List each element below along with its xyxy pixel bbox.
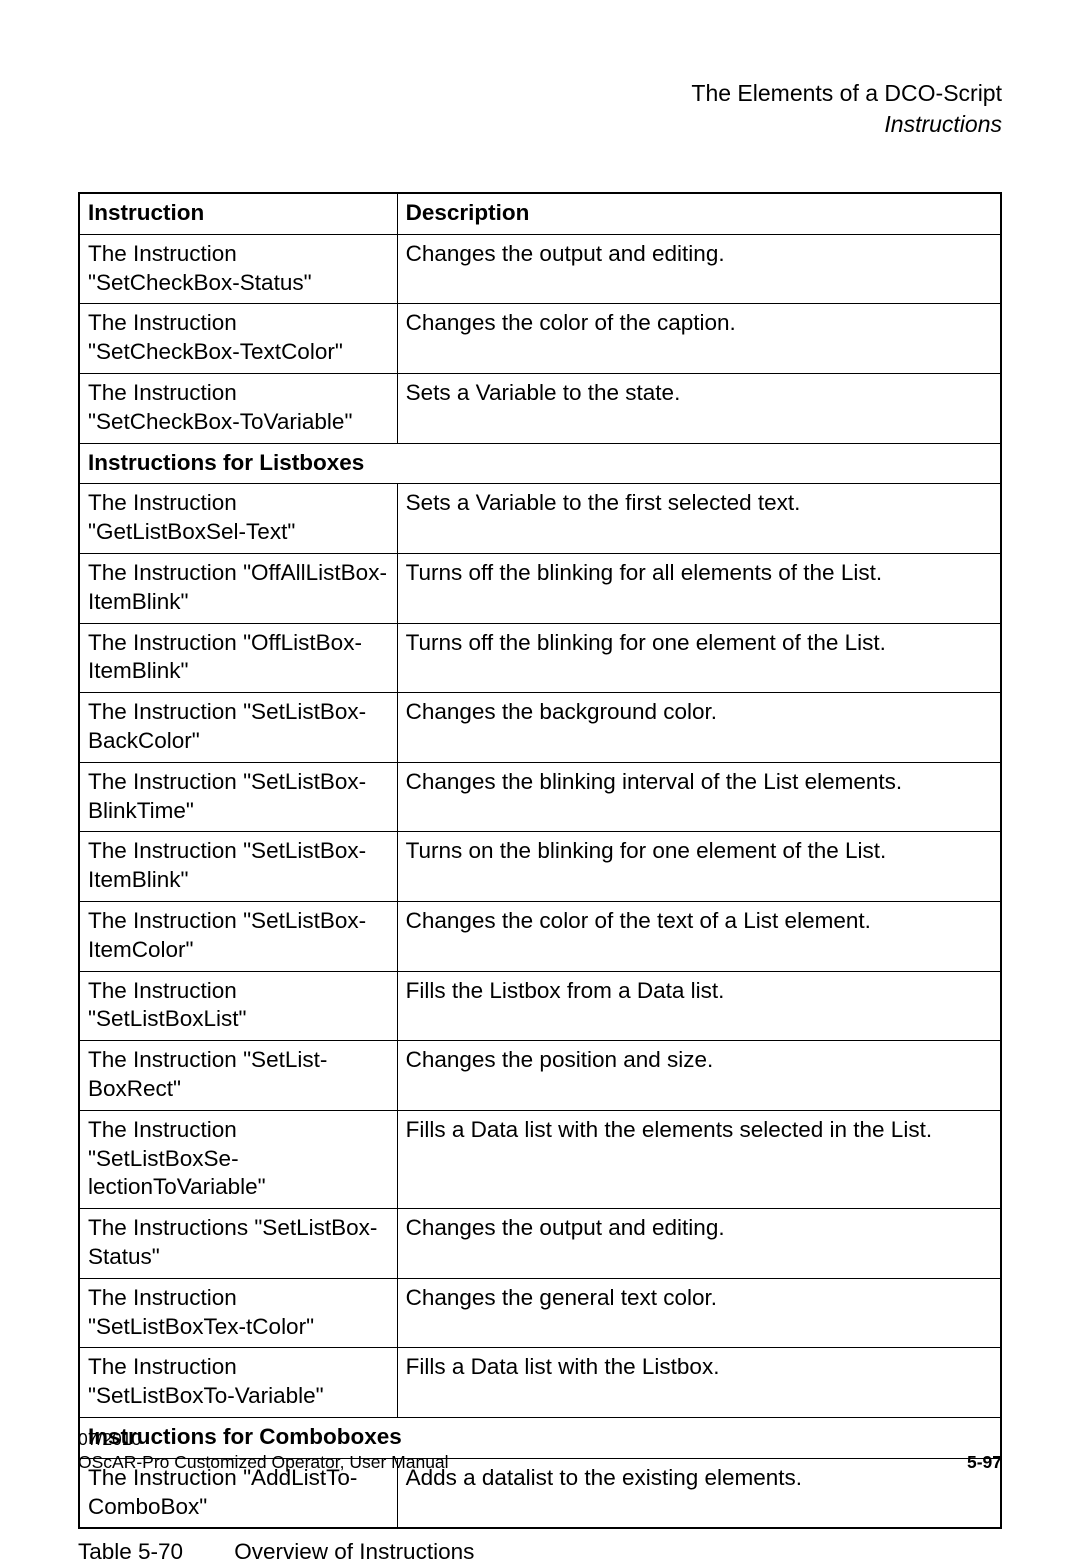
cell-description: Changes the general text color. — [397, 1278, 1001, 1348]
cell-instruction: The Instruction "SetListBoxList" — [79, 971, 397, 1041]
table-row: The Instruction "SetListBox-BackColor"Ch… — [79, 693, 1001, 763]
cell-description: Sets a Variable to the state. — [397, 374, 1001, 444]
cell-description: Turns on the blinking for one element of… — [397, 832, 1001, 902]
header-title: The Elements of a DCO-Script — [78, 78, 1002, 109]
table-row: The Instruction "SetListBox-ItemBlink"Tu… — [79, 832, 1001, 902]
cell-instruction: The Instruction "SetCheckBox-Status" — [79, 234, 397, 304]
cell-description: Fills a Data list with the elements sele… — [397, 1110, 1001, 1208]
table-row: The Instruction "SetListBoxList"Fills th… — [79, 971, 1001, 1041]
cell-instruction: The Instruction "SetListBoxTo-Variable" — [79, 1348, 397, 1418]
cell-instruction: The Instruction "OffAllListBox-ItemBlink… — [79, 554, 397, 624]
section-label: Instructions for Listboxes — [79, 443, 1001, 484]
footer-date: 07/2010 — [78, 1428, 1002, 1452]
cell-instruction: The Instructions "SetListBox-Status" — [79, 1209, 397, 1279]
cell-instruction: The Instruction "SetListBox-ItemColor" — [79, 902, 397, 972]
table-caption: Table 5-70 Overview of Instructions — [78, 1539, 1002, 1565]
table-row: The Instruction "GetListBoxSel-Text"Sets… — [79, 484, 1001, 554]
col-header-instruction: Instruction — [79, 193, 397, 234]
col-header-description: Description — [397, 193, 1001, 234]
header-subtitle: Instructions — [78, 109, 1002, 140]
cell-instruction: The Instruction "SetList-BoxRect" — [79, 1041, 397, 1111]
table-row: The Instruction "SetCheckBox-ToVariable"… — [79, 374, 1001, 444]
table-row: The Instruction "SetListBoxTo-Variable"F… — [79, 1348, 1001, 1418]
table-section-row: Instructions for Listboxes — [79, 443, 1001, 484]
cell-description: Changes the blinking interval of the Lis… — [397, 762, 1001, 832]
cell-instruction: The Instruction "SetListBox-BlinkTime" — [79, 762, 397, 832]
cell-description: Fills a Data list with the Listbox. — [397, 1348, 1001, 1418]
table-row: The Instructions "SetListBox-Status"Chan… — [79, 1209, 1001, 1279]
cell-instruction: The Instruction "SetListBoxSe-lectionToV… — [79, 1110, 397, 1208]
table-row: The Instruction "OffListBox-ItemBlink"Tu… — [79, 623, 1001, 693]
cell-description: Changes the position and size. — [397, 1041, 1001, 1111]
footer-page: 5-97 — [967, 1451, 1002, 1475]
table-row: The Instruction "SetListBoxSe-lectionToV… — [79, 1110, 1001, 1208]
instructions-table: Instruction Description The Instruction … — [78, 192, 1002, 1529]
table-header-row: Instruction Description — [79, 193, 1001, 234]
cell-instruction: The Instruction "SetListBoxTex-tColor" — [79, 1278, 397, 1348]
cell-description: Changes the color of the text of a List … — [397, 902, 1001, 972]
table-row: The Instruction "SetListBox-ItemColor"Ch… — [79, 902, 1001, 972]
cell-description: Changes the background color. — [397, 693, 1001, 763]
cell-description: Changes the output and editing. — [397, 1209, 1001, 1279]
caption-text: Overview of Instructions — [234, 1539, 474, 1564]
cell-instruction: The Instruction "SetListBox-ItemBlink" — [79, 832, 397, 902]
table-row: The Instruction "SetListBox-BlinkTime"Ch… — [79, 762, 1001, 832]
page-footer: 07/2010 OScAR-Pro Customized Operator, U… — [78, 1428, 1002, 1475]
cell-instruction: The Instruction "SetCheckBox-TextColor" — [79, 304, 397, 374]
cell-description: Changes the output and editing. — [397, 234, 1001, 304]
table-row: The Instruction "SetCheckBox-TextColor"C… — [79, 304, 1001, 374]
table-row: The Instruction "SetList-BoxRect"Changes… — [79, 1041, 1001, 1111]
cell-instruction: The Instruction "GetListBoxSel-Text" — [79, 484, 397, 554]
cell-instruction: The Instruction "SetCheckBox-ToVariable" — [79, 374, 397, 444]
page-header: The Elements of a DCO-Script Instruction… — [78, 78, 1002, 140]
caption-label: Table 5-70 — [78, 1539, 228, 1565]
cell-description: Changes the color of the caption. — [397, 304, 1001, 374]
cell-instruction: The Instruction "OffListBox-ItemBlink" — [79, 623, 397, 693]
cell-description: Turns off the blinking for all elements … — [397, 554, 1001, 624]
cell-instruction: The Instruction "SetListBox-BackColor" — [79, 693, 397, 763]
table-row: The Instruction "SetListBoxTex-tColor"Ch… — [79, 1278, 1001, 1348]
table-row: The Instruction "SetCheckBox-Status"Chan… — [79, 234, 1001, 304]
footer-doc: OScAR-Pro Customized Operator, User Manu… — [78, 1451, 449, 1475]
cell-description: Sets a Variable to the first selected te… — [397, 484, 1001, 554]
cell-description: Turns off the blinking for one element o… — [397, 623, 1001, 693]
cell-description: Fills the Listbox from a Data list. — [397, 971, 1001, 1041]
table-row: The Instruction "OffAllListBox-ItemBlink… — [79, 554, 1001, 624]
